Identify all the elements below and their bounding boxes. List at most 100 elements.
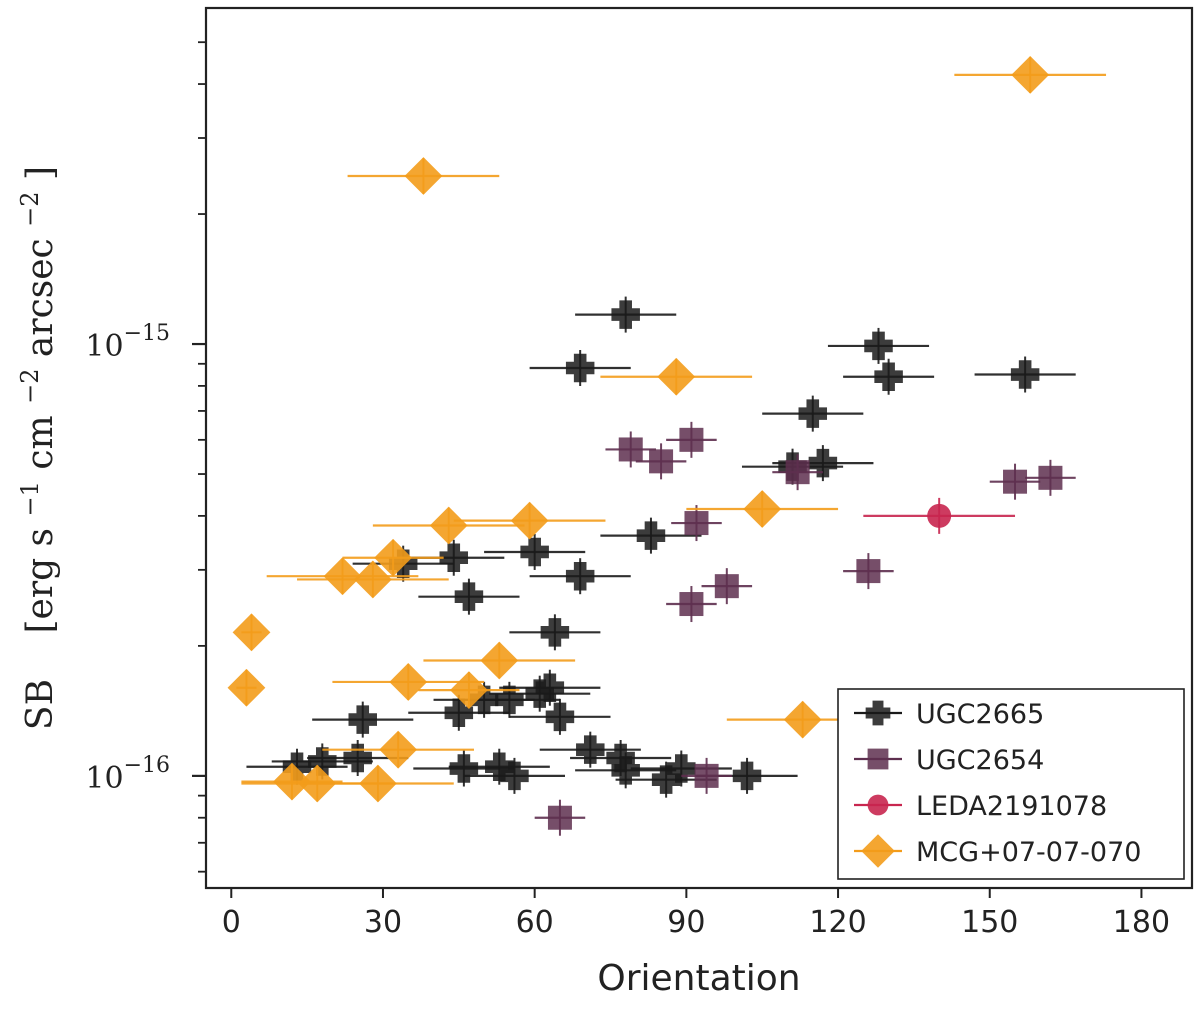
y-axis-label-exp2: −2 [16, 369, 44, 404]
plus-marker [449, 754, 479, 783]
diamond-marker [232, 613, 271, 652]
plus-marker [565, 353, 595, 383]
diamond-marker [783, 700, 822, 739]
diamond-marker [657, 357, 696, 396]
data-point [666, 421, 717, 458]
plus-marker [798, 399, 828, 428]
y-axis-label-exp1: −1 [16, 481, 44, 516]
square-marker [856, 559, 881, 584]
data-point [529, 558, 631, 595]
plus-marker [611, 756, 640, 785]
data-point [347, 157, 500, 195]
data-point [843, 553, 894, 590]
data-point [762, 395, 864, 432]
plus-marker [308, 747, 337, 776]
data-point [605, 431, 657, 468]
ticks-layer: 0 30 60 90 120 150 180 10−16 10−15 [85, 41, 1170, 940]
legend-entry: LEDA2191078 [854, 791, 1107, 822]
diamond-marker [323, 557, 362, 596]
plus-marker [545, 702, 575, 732]
plus-marker [282, 752, 312, 781]
y-tick-label: 10−16 [85, 753, 170, 796]
legend-square-marker [867, 748, 889, 770]
data-point [372, 506, 525, 545]
series-ugc2654 [534, 421, 1076, 836]
legend-label: MCG+07-07-070 [916, 837, 1141, 868]
legend-label: UGC2654 [916, 745, 1044, 776]
diamond-marker [450, 671, 488, 709]
data-point [863, 497, 1016, 534]
plus-marker [732, 761, 762, 791]
diamond-marker [1011, 55, 1050, 94]
data-point [681, 757, 732, 794]
series-leda2191078 [863, 497, 1016, 534]
data-point [312, 701, 414, 738]
square-marker [714, 574, 739, 599]
x-tick-label: 150 [961, 905, 1018, 940]
plus-marker [500, 761, 529, 791]
plus-marker [808, 448, 838, 478]
diamond-marker [374, 538, 412, 577]
y-axis-label-units-open: [erg s [20, 528, 61, 634]
data-point [342, 538, 444, 577]
legend-label: LEDA2191078 [916, 791, 1107, 822]
data-point [701, 568, 753, 605]
data-point [302, 764, 454, 803]
data-point [635, 443, 687, 480]
data-point [423, 641, 576, 680]
plus-marker [520, 537, 549, 567]
square-marker [1003, 469, 1028, 494]
legend-plus-marker [865, 700, 891, 726]
diamond-marker [359, 764, 397, 803]
square-marker [547, 805, 572, 830]
y-tick-label: 10−15 [85, 321, 170, 364]
diamond-marker [273, 762, 311, 801]
legend-circle-marker [867, 794, 889, 816]
data-point [509, 614, 601, 651]
legend-diamond-marker [861, 834, 895, 868]
data-point [227, 668, 266, 707]
data-point [322, 730, 474, 769]
x-tick-label: 120 [809, 905, 866, 940]
data-point [534, 799, 586, 836]
x-tick-label: 60 [516, 905, 554, 940]
diamond-marker [389, 663, 428, 701]
data-point [1025, 459, 1076, 496]
legend: UGC2665 UGC2654 LEDA2191078 MCG+07-07-070 [837, 688, 1185, 880]
plus-marker [1010, 360, 1040, 389]
data-point [954, 55, 1107, 94]
data-point [232, 613, 271, 652]
diamond-marker [429, 506, 468, 545]
y-axis-label-prefix: SB [20, 679, 61, 730]
data-point [671, 505, 722, 542]
series-mcg-07-07-070 [227, 55, 1107, 803]
legend-entry: MCG+07-07-070 [854, 834, 1141, 868]
diamond-marker [353, 560, 392, 599]
y-axis-label-exp3: −2 [16, 191, 44, 226]
data-point [509, 698, 611, 735]
plus-marker [874, 362, 903, 391]
square-marker [679, 592, 704, 617]
data-point [575, 296, 677, 333]
plus-marker [565, 561, 595, 591]
x-tick-label: 180 [1113, 905, 1170, 940]
legend-entry: UGC2665 [854, 699, 1044, 730]
data-point [772, 454, 823, 491]
diamond-marker [480, 641, 519, 680]
data-point [600, 517, 702, 554]
data-point [463, 757, 566, 794]
diamond-marker [227, 668, 266, 707]
data-point [686, 490, 839, 528]
legend-entry: UGC2654 [854, 745, 1044, 776]
plus-marker [540, 618, 570, 647]
data-point [575, 752, 677, 789]
data-point [989, 463, 1041, 500]
data-point [418, 671, 520, 709]
diamond-marker [379, 730, 418, 769]
square-marker [1038, 465, 1063, 490]
circle-marker [927, 503, 952, 528]
data-point [600, 357, 753, 396]
data-point [453, 501, 606, 540]
square-marker [679, 427, 704, 452]
